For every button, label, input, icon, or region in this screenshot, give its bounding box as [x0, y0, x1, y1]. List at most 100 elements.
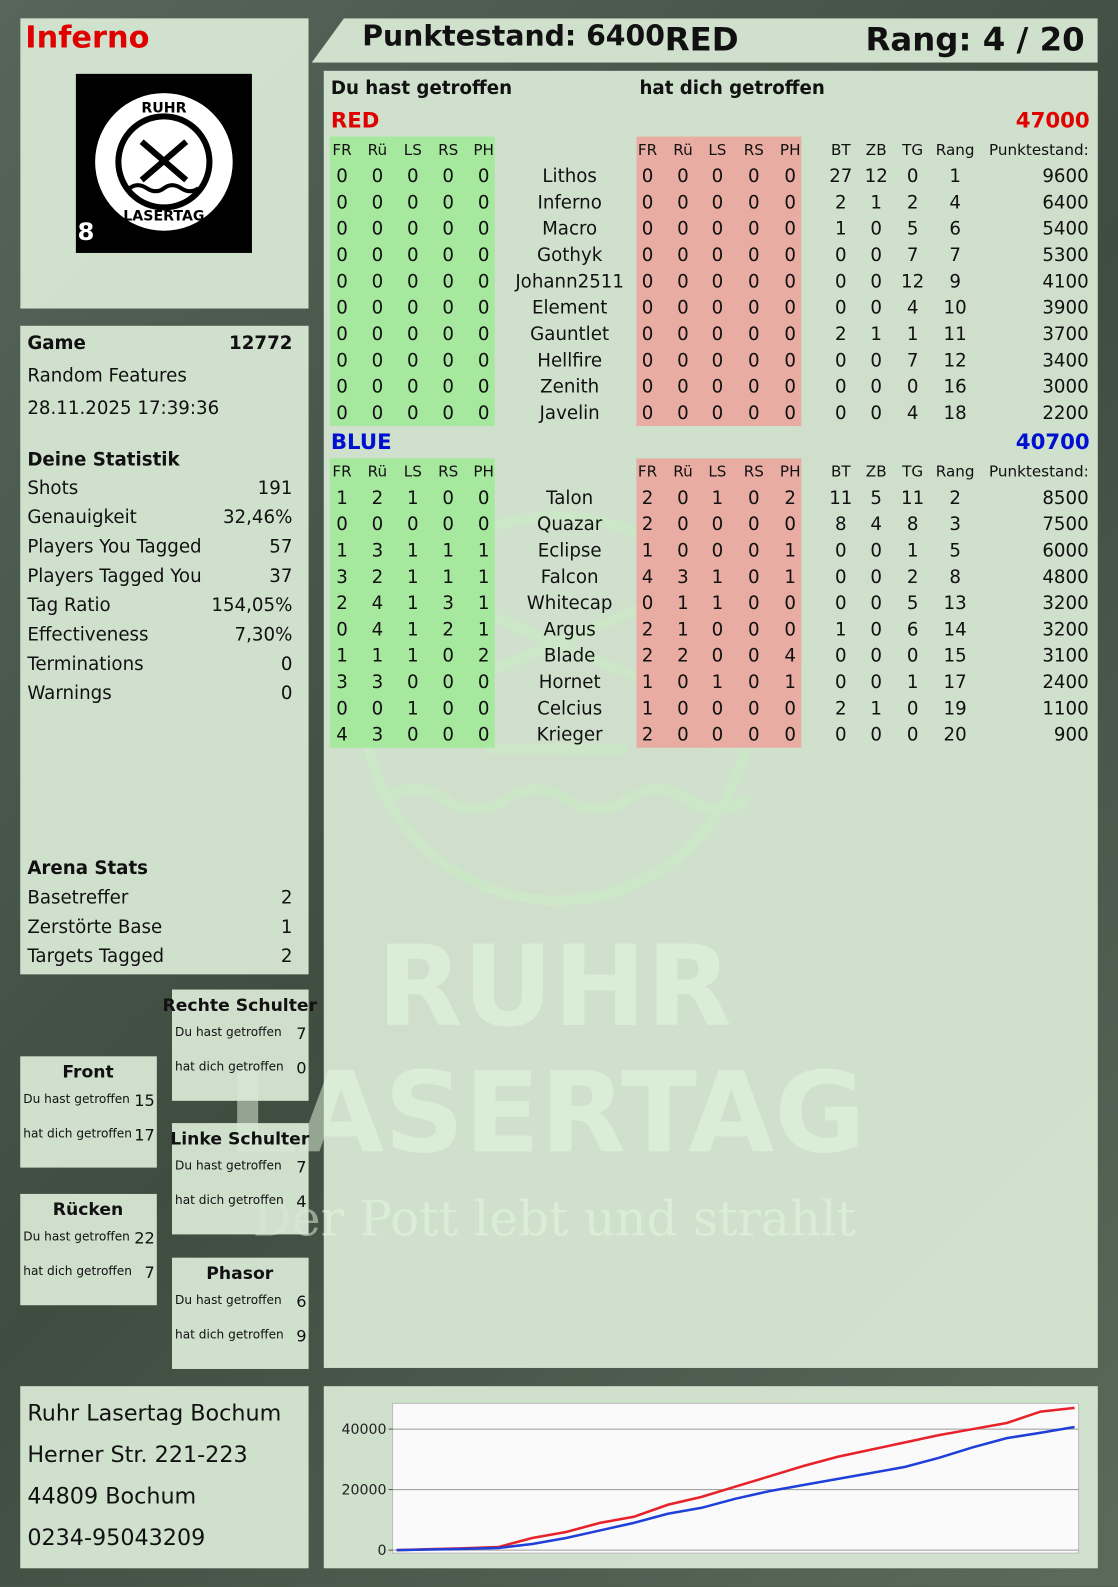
- table-cell: 0: [477, 350, 490, 372]
- zone-panel: [20, 1193, 157, 1306]
- table-cell: 7: [906, 244, 919, 267]
- column-header: ZB: [865, 140, 887, 159]
- player-name-cell: Hellfire: [537, 350, 603, 372]
- table-cell: 0: [477, 487, 490, 509]
- table-cell: 0: [442, 487, 455, 509]
- rank: Rang: 4 / 20: [865, 20, 1085, 59]
- table-cell: 0: [371, 376, 384, 398]
- column-header: ZB: [865, 461, 887, 481]
- table-cell: 0: [407, 244, 419, 267]
- stat-value: 0: [280, 653, 293, 675]
- zone-title: Rücken: [52, 1199, 124, 1220]
- game-date: 28.11.2025 17:39:36: [27, 397, 220, 419]
- address-line: Herner Str. 221-223: [27, 1442, 248, 1469]
- team-total: 47000: [1015, 107, 1090, 133]
- table-cell: 0: [477, 323, 490, 346]
- table-cell: 0: [371, 165, 384, 188]
- table-cell: 1: [641, 540, 654, 562]
- table-cell: 0: [407, 513, 419, 536]
- table-cell: 0: [442, 323, 455, 346]
- stat-value: 57: [269, 536, 293, 558]
- table-cell: 0: [442, 350, 455, 372]
- table-cell: 0: [442, 645, 455, 667]
- table-cell: 2: [336, 592, 348, 615]
- table-cell: 0: [336, 350, 348, 372]
- zone-title: Rechte Schulter: [162, 995, 318, 1016]
- table-cell: 0: [407, 323, 419, 346]
- table-cell: 0: [711, 350, 724, 372]
- column-header: BT: [830, 461, 851, 481]
- column-header: PH: [779, 140, 801, 159]
- table-cell: 0: [336, 376, 348, 398]
- stat-value: 7,30%: [234, 624, 293, 646]
- table-cell: 0: [835, 671, 847, 694]
- table-cell: 0: [835, 376, 847, 398]
- table-cell: 3200: [1042, 592, 1089, 615]
- table-cell: 1: [784, 671, 797, 694]
- table-cell: 0: [336, 165, 348, 188]
- table-cell: 0: [906, 376, 919, 398]
- table-cell: 0: [711, 244, 724, 267]
- table-cell: 2: [641, 645, 654, 667]
- table-cell: 0: [641, 165, 654, 188]
- table-cell: 4: [371, 619, 384, 641]
- table-cell: 0: [677, 192, 689, 214]
- table-cell: 0: [784, 402, 797, 424]
- table-cell: 0: [477, 192, 490, 214]
- table-cell: 1: [442, 566, 455, 588]
- table-cell: 9: [949, 271, 961, 293]
- table-cell: 4: [906, 297, 919, 319]
- table-cell: 3900: [1042, 297, 1089, 319]
- table-cell: 0: [870, 645, 883, 667]
- table-cell: 0: [407, 297, 419, 319]
- table-cell: 0: [711, 698, 724, 720]
- table-cell: 0: [336, 619, 348, 641]
- player-name: Inferno: [25, 20, 150, 56]
- table-cell: 2: [677, 645, 689, 667]
- table-cell: 1: [641, 671, 654, 694]
- table-cell: 0: [442, 724, 455, 746]
- table-cell: 1: [477, 592, 490, 615]
- address-line: 44809 Bochum: [27, 1484, 197, 1510]
- arena-value: 1: [280, 916, 293, 938]
- table-cell: 0: [442, 165, 455, 188]
- hit-you-heading: hat dich getroffen: [639, 77, 825, 100]
- address-line: 0234-95043209: [27, 1525, 206, 1552]
- you-hit-heading: Du hast getroffen: [330, 77, 513, 100]
- table-cell: 8500: [1042, 487, 1089, 509]
- table-cell: 0: [711, 271, 724, 293]
- zone-value: 22: [134, 1228, 155, 1248]
- table-cell: 2: [371, 487, 384, 509]
- table-cell: 4: [949, 192, 961, 214]
- plot-area: [392, 1402, 1080, 1554]
- table-cell: 0: [677, 513, 689, 536]
- table-cell: 0: [784, 619, 797, 641]
- table-cell: 17: [943, 671, 967, 694]
- table-cell: 2: [442, 619, 455, 641]
- table-cell: 0: [870, 566, 883, 588]
- table-cell: 12: [864, 165, 888, 188]
- y-tick-label: 40000: [341, 1422, 386, 1438]
- table-cell: 0: [371, 244, 384, 267]
- table-cell: 0: [407, 671, 419, 694]
- table-cell: 0: [371, 192, 384, 214]
- zone-label: hat dich getroffen: [23, 1126, 132, 1141]
- column-header: RS: [743, 461, 764, 481]
- table-cell: 0: [442, 671, 455, 694]
- zone-value: 15: [134, 1090, 155, 1110]
- table-cell: 0: [711, 323, 724, 346]
- zone-value: 6: [296, 1292, 307, 1312]
- header-bar: [311, 18, 1098, 63]
- zone-value: 7: [296, 1023, 307, 1044]
- you-hit-cells: [329, 458, 495, 748]
- table-cell: 0: [784, 297, 797, 319]
- table-cell: 5: [870, 487, 883, 509]
- column-header: FR: [637, 461, 658, 481]
- table-cell: 19: [943, 698, 967, 720]
- column-header: Rü: [673, 461, 693, 481]
- table-cell: 0: [784, 592, 797, 615]
- column-header: Rang: [935, 461, 975, 481]
- table-cell: 0: [784, 376, 797, 398]
- game-label: Game: [27, 332, 86, 355]
